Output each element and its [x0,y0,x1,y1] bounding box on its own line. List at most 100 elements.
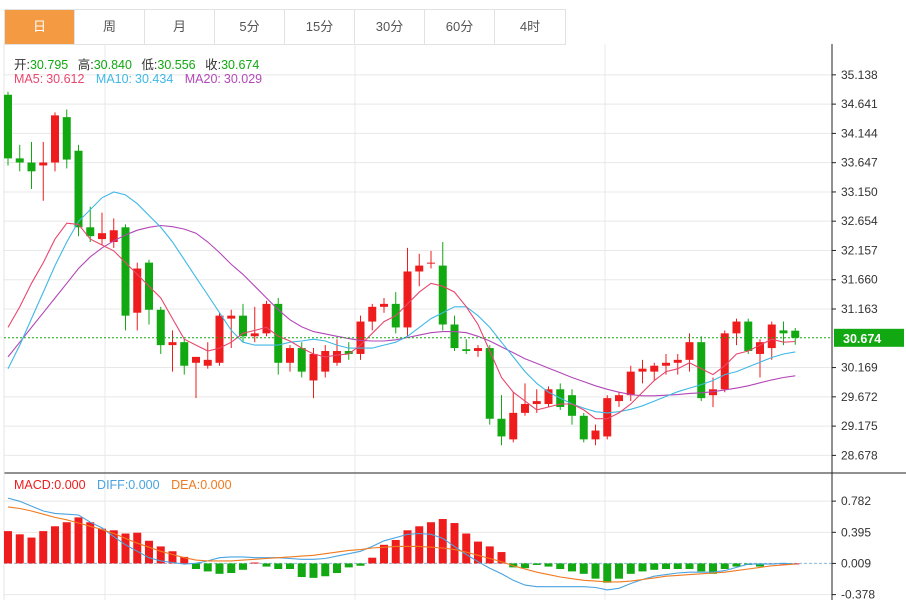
candle-body-40 [474,348,482,352]
candle-body-19 [227,315,236,319]
macd-bar-30 [356,563,365,566]
candle-body-26 [309,353,318,381]
macd-bar-42 [497,552,506,564]
price-tick-label-2: 34.144 [841,126,878,140]
tab-4[interactable]: 15分 [285,10,355,44]
macd-bar-27 [321,563,330,577]
tab-3[interactable]: 5分 [215,10,285,44]
macd-bar-13 [156,546,165,564]
macd-bar-50 [591,563,600,579]
macd-bar-39 [462,533,471,564]
macd-bar-57 [673,563,682,569]
ma10-label: MA10: [95,72,133,86]
open-value: 30.795 [29,58,69,72]
macd-bar-5 [62,522,71,564]
candle-body-0 [4,94,12,159]
tab-6[interactable]: 60分 [425,10,495,44]
low-label: 低: [141,58,158,72]
macd-bar-40 [474,541,482,564]
candle-body-2 [27,162,36,172]
candle-body-22 [262,303,271,334]
macd-bar-55 [650,563,659,570]
candle-body-8 [98,233,106,240]
tab-5[interactable]: 30分 [355,10,425,44]
current-price-tag [834,328,904,347]
candle-body-58 [685,342,694,360]
macd-bar-37 [438,519,447,564]
tab-1[interactable]: 周 [75,10,145,44]
macd-bar-59 [697,563,706,572]
dea-line [7,506,796,583]
macd-bar-8 [98,528,106,564]
candle-body-56 [662,362,670,366]
tab-0[interactable]: 日 [5,10,75,44]
close-value: 30.674 [221,58,260,72]
diff-line [7,497,796,591]
macd-bar-2 [27,537,36,564]
candle-body-10 [121,227,130,316]
macd-bar-7 [86,522,95,564]
macd-bar-19 [227,563,236,574]
price-tick-label-5: 32.654 [841,214,878,228]
macd-bar-51 [603,563,612,583]
macd-bar-53 [626,563,635,574]
macd-bar-24 [286,563,294,569]
macd-bar-38 [450,523,459,564]
macd-bar-9 [109,530,118,564]
macd-bar-64 [756,563,764,567]
macd-bar-36 [427,522,435,564]
high-label: 高: [77,58,94,72]
macd-value: 0.000 [54,478,86,492]
macd-tick-label-1: 0.395 [841,525,871,539]
candle-body-4 [51,115,59,163]
candle-body-38 [450,324,459,349]
candle-body-39 [462,349,471,352]
candle-body-23 [274,303,283,363]
candle-body-49 [579,415,588,440]
macd-bar-0 [4,531,12,564]
macd-bar-45 [532,563,541,565]
macd-bar-1 [15,534,24,564]
ma10-value: 30.434 [135,72,174,86]
candle-body-65 [767,324,776,349]
macd-bar-54 [638,563,647,572]
candle-body-41 [485,348,494,419]
candle-body-34 [403,271,412,328]
macd-bar-15 [180,556,189,564]
macd-bar-46 [544,563,553,567]
macd-tick-label-0: 0.782 [841,494,871,508]
candle-body-51 [603,398,612,437]
ma5-value: 30.612 [46,72,85,86]
macd-bar-44 [521,563,529,569]
tab-7[interactable]: 4时 [519,19,541,34]
candle-body-67 [791,330,800,338]
macd-bar-48 [568,563,576,572]
price-tick-label-0: 35.138 [841,68,878,82]
macd-bar-41 [485,546,494,564]
candle-body-11 [133,268,142,313]
macd-bar-25 [297,563,306,578]
macd-bar-47 [556,563,565,569]
low-value: 30.556 [157,58,196,72]
macd-bar-58 [685,563,694,569]
macd-bar-11 [133,532,142,564]
candle-body-43 [509,412,518,440]
macd-bar-23 [274,563,283,569]
candle-body-21 [250,333,259,337]
candle-body-54 [638,368,647,372]
tab-2[interactable]: 月 [145,10,215,44]
macd-bar-52 [615,563,623,579]
macd-bar-56 [662,563,670,569]
candle-body-64 [756,342,764,354]
macd-bar-29 [344,563,353,568]
candle-body-1 [15,158,24,163]
candle-body-5 [62,117,71,160]
candle-body-9 [109,230,118,243]
ohlc-info: 开:30.795 高:30.840 低:30.556 收:30.674 [14,54,259,73]
macd-bar-60 [709,563,717,574]
macd-info: MACD:0.000 DIFF:0.000 DEA:0.000 [14,478,232,492]
candle-body-3 [39,162,48,166]
macd-bar-35 [415,526,424,564]
candle-body-44 [521,404,529,413]
ma20-label: MA20: [184,72,221,86]
